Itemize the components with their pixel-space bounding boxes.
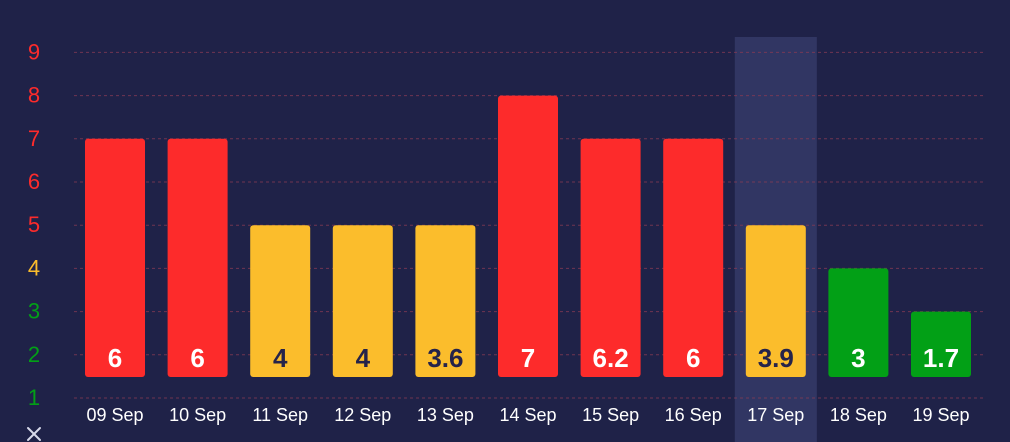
bar-19-sep	[911, 311, 971, 377]
bar-11-sep	[250, 225, 311, 377]
axis-icon-layer	[27, 427, 41, 441]
y-tick-label-7: 7	[28, 126, 40, 151]
close-icon	[27, 427, 41, 441]
bar-value-label-14-sep: 7	[521, 343, 535, 373]
x-tick-label-13-sep: 13 Sep	[417, 405, 474, 425]
bar-09-sep	[85, 138, 145, 377]
x-tick-label-17-sep: 17 Sep	[747, 405, 804, 425]
bar-13-sep	[415, 225, 476, 377]
x-tick-label-18-sep: 18 Sep	[830, 405, 887, 425]
bars-layer	[85, 95, 971, 377]
x-axis-ticks: 09 Sep 10 Sep 11 Sep 12 Sep 13 Sep 14 Sep 15 S…	[86, 405, 969, 425]
x-tick-label-15-sep: 15 Sep	[582, 405, 639, 425]
y-tick-label-9: 9	[28, 39, 40, 64]
x-tick-label-10-sep: 10 Sep	[169, 405, 226, 425]
bar-value-label-15-sep: 6.2	[593, 343, 629, 373]
bar-value-label-09-sep: 6	[108, 343, 122, 373]
bar-12-sep	[332, 225, 393, 377]
bar-labels-layer: 6 6 4 4 3.6 7 6.2 6 3.9 3 1.7	[108, 343, 959, 373]
bar-value-label-17-sep: 3.9	[758, 343, 794, 373]
bar-value-label-16-sep: 6	[686, 343, 700, 373]
x-tick-label-12-sep: 12 Sep	[334, 405, 391, 425]
x-tick-label-14-sep: 14 Sep	[499, 405, 556, 425]
y-tick-label-5: 5	[28, 212, 40, 237]
bar-15-sep	[580, 138, 641, 377]
bar-18-sep	[828, 268, 889, 377]
bar-value-label-10-sep: 6	[190, 343, 204, 373]
bar-value-label-12-sep: 4	[356, 343, 371, 373]
x-tick-label-09-sep: 09 Sep	[86, 405, 143, 425]
bar-value-label-18-sep: 3	[851, 343, 865, 373]
y-tick-label-3: 3	[28, 299, 40, 324]
x-tick-label-11-sep: 11 Sep	[252, 405, 308, 425]
bar-16-sep	[663, 138, 724, 377]
bar-14-sep	[498, 95, 558, 377]
x-tick-label-19-sep: 19 Sep	[912, 405, 969, 425]
bar-17-sep	[745, 225, 806, 377]
y-tick-label-4: 4	[28, 255, 40, 280]
x-tick-label-16-sep: 16 Sep	[665, 405, 722, 425]
y-tick-label-8: 8	[28, 83, 40, 108]
bar-value-label-11-sep: 4	[273, 343, 288, 373]
bar-10-sep	[167, 138, 228, 377]
y-tick-label-6: 6	[28, 169, 40, 194]
y-tick-label-1: 1	[28, 385, 40, 410]
y-tick-label-2: 2	[28, 342, 40, 367]
bar-value-label-13-sep: 3.6	[427, 343, 463, 373]
y-axis-ticks: 1 2 3 4 5 6 7 8 9	[28, 39, 40, 410]
bar-value-label-19-sep: 1.7	[923, 343, 959, 373]
